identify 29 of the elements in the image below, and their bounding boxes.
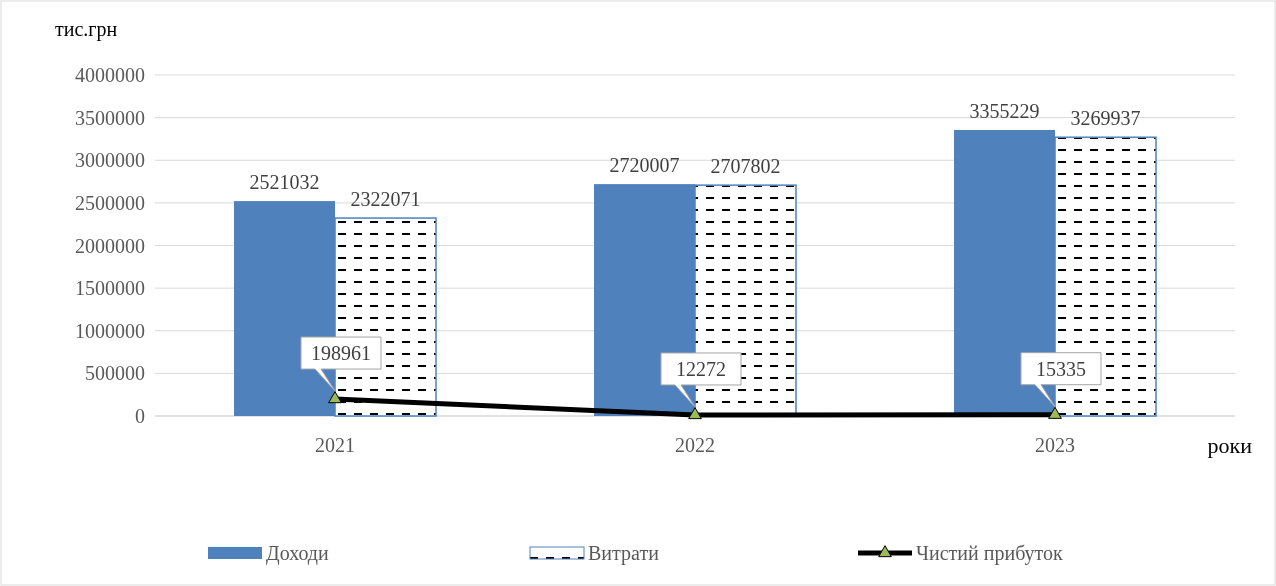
point xyxy=(328,391,342,404)
x-tick-label: 2021 xyxy=(315,434,355,456)
data-label: 15335 xyxy=(1036,357,1086,380)
legend-label: Витрати xyxy=(588,542,660,565)
point xyxy=(1048,406,1062,419)
legend-label: Доходи xyxy=(266,542,329,565)
data-label: 2707802 xyxy=(710,155,781,178)
y-axis-title: тис.грн xyxy=(55,18,118,41)
data-label: 3269937 xyxy=(1070,107,1141,130)
data-label: 2720007 xyxy=(609,154,680,177)
x-tick-label: 2023 xyxy=(1035,434,1075,456)
data-label: 2322071 xyxy=(350,188,421,211)
point xyxy=(688,407,702,420)
y-tick-label: 3000000 xyxy=(75,149,145,172)
y-tick-label: 2000000 xyxy=(75,234,145,257)
data-label: 12272 xyxy=(676,357,726,380)
y-tick-label: 1000000 xyxy=(75,319,145,342)
data-label: 198961 xyxy=(311,342,371,365)
y-tick-label: 2500000 xyxy=(75,191,145,214)
legend-label: Чистий прибуток xyxy=(916,542,1064,565)
x-axis-title: роки xyxy=(1207,433,1253,458)
y-tick-label: 4000000 xyxy=(75,64,145,86)
x-tick-label: 2022 xyxy=(675,434,715,456)
y-tick-label: 1500000 xyxy=(75,277,145,300)
y-tick-label: 0 xyxy=(135,405,145,427)
y-tick-label: 500000 xyxy=(85,362,145,385)
data-label: 2521032 xyxy=(249,171,320,194)
data-label: 3355229 xyxy=(969,99,1040,122)
y-tick-label: 3500000 xyxy=(75,106,145,129)
